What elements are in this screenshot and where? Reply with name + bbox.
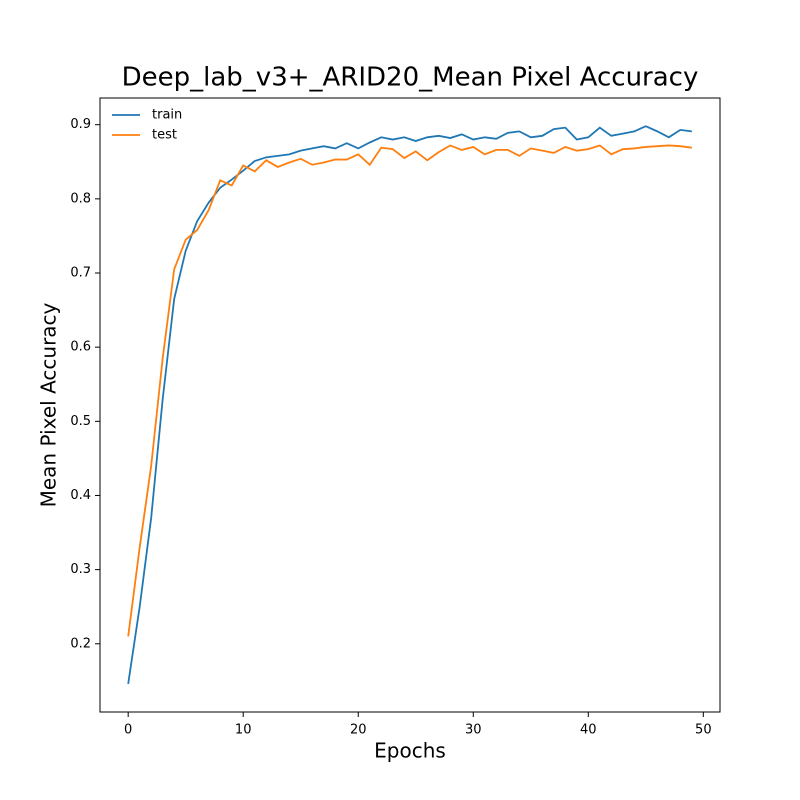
line-series: [127, 144, 692, 637]
y-tick-label: 0.3: [70, 562, 91, 577]
y-tick-label: 0.8: [70, 191, 91, 206]
y-axis-label: Mean Pixel Accuracy: [37, 302, 61, 507]
line-series: [127, 125, 692, 684]
x-axis-label: Epochs: [374, 739, 446, 763]
legend-label: train: [152, 108, 182, 123]
x-tick-label: 10: [235, 723, 252, 738]
y-tick-label: 0.7: [70, 266, 91, 281]
x-tick-label: 30: [465, 723, 482, 738]
y-tick-label: 0.2: [70, 636, 91, 651]
x-tick-label: 0: [124, 723, 132, 738]
x-tick-label: 50: [695, 723, 712, 738]
plot-frame: [99, 97, 721, 713]
legend-label: test: [152, 128, 177, 143]
y-tick-label: 0.9: [70, 117, 91, 132]
y-tick-label: 0.5: [70, 414, 91, 429]
x-tick-label: 40: [580, 723, 597, 738]
chart-title: Deep_lab_v3+_ARID20_Mean Pixel Accuracy: [122, 63, 699, 93]
x-tick-label: 20: [350, 723, 367, 738]
y-tick-label: 0.6: [70, 340, 91, 355]
y-tick-label: 0.4: [70, 488, 91, 503]
